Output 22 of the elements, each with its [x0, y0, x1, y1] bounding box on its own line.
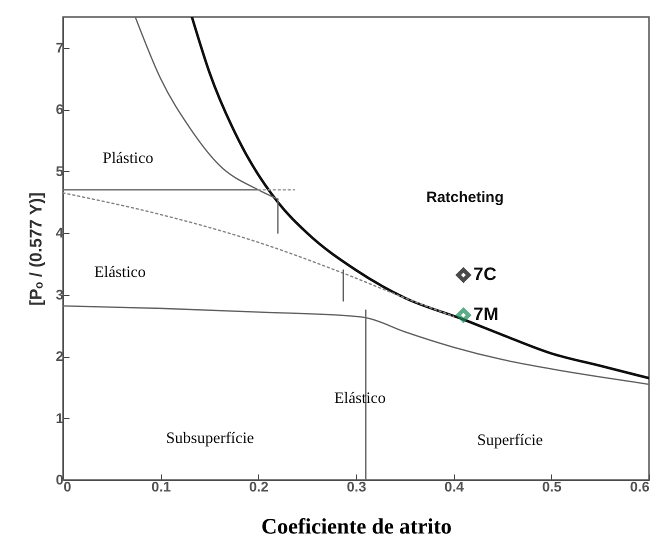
x-axis-title: Coeficiente de atrito	[261, 514, 452, 538]
annotation: Elástico	[94, 264, 146, 281]
y-tick-label: 4	[56, 224, 64, 241]
x-tick-label: 0.1	[151, 478, 172, 494]
x-tick-label: 0.3	[346, 478, 366, 494]
x-tick-label: 0.4	[444, 478, 464, 494]
y-tick-label: 5	[56, 162, 64, 179]
y-axis-title: [Pₒ / (0.577 Y)]	[26, 192, 46, 306]
x-tick-label: 0.2	[249, 478, 269, 494]
annotation: Plástico	[102, 150, 154, 167]
y-tick-label: 2	[56, 348, 64, 364]
y-tick-label: 7	[56, 39, 64, 56]
x-tick-label: 0.5	[542, 478, 562, 494]
annotation: Subsuperfície	[166, 430, 254, 447]
annotation: Superfície	[477, 432, 543, 449]
y-tick-label: 1	[56, 410, 64, 426]
series-label: 7C	[473, 264, 496, 284]
x-tick-label: 0.6	[630, 478, 650, 494]
series-label: 7M	[473, 304, 498, 324]
y-tick-label: 6	[56, 101, 64, 118]
y-tick-label: 3	[56, 286, 64, 302]
annotation: Ratcheting	[426, 189, 504, 206]
